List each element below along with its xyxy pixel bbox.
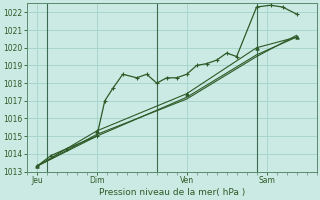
X-axis label: Pression niveau de la mer( hPa ): Pression niveau de la mer( hPa ) (99, 188, 245, 197)
